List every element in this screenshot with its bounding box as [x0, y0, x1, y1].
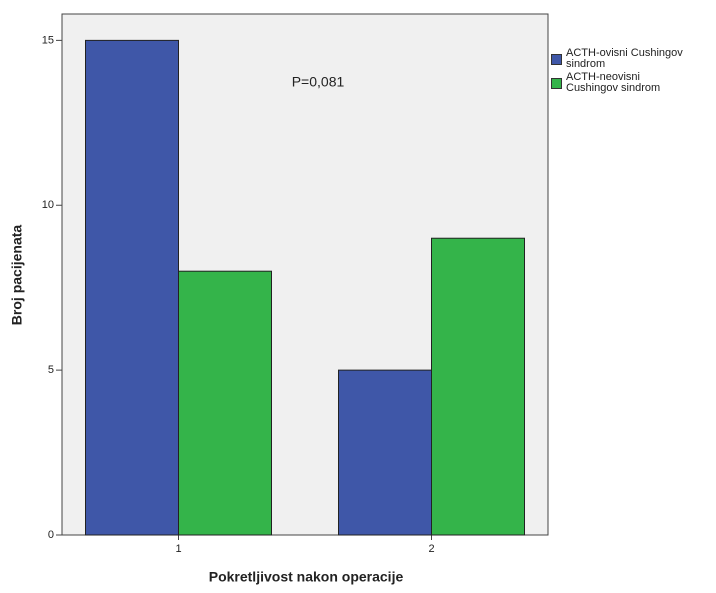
x-tick-label: 2: [428, 543, 434, 555]
legend-label: ACTH-neovisni Cushingov sindrom: [566, 71, 661, 94]
bar: [431, 237, 525, 536]
bar: [338, 369, 432, 536]
y-tick-label: 5: [48, 364, 54, 376]
legend-swatch: [551, 54, 562, 65]
x-axis-label: Pokretljivost nakon operacije: [209, 569, 404, 585]
legend-label: ACTH-ovisni Cushingov sindrom: [566, 47, 683, 70]
y-tick-label: 0: [48, 529, 54, 541]
x-tick-label: 1: [175, 543, 181, 555]
legend-swatch: [551, 78, 562, 89]
y-tick-label: 15: [42, 34, 54, 46]
annotation: P=0,081: [292, 74, 345, 90]
bar: [178, 270, 272, 536]
legend-item: ACTH-neovisni Cushingov sindrom: [551, 72, 711, 94]
bar: [85, 39, 179, 536]
y-axis-label: Broj pacijenata: [9, 225, 25, 326]
legend: ACTH-ovisni Cushingov sindrom ACTH-neovis…: [551, 48, 711, 96]
legend-item: ACTH-ovisni Cushingov sindrom: [551, 48, 711, 70]
y-tick-label: 10: [42, 199, 54, 211]
